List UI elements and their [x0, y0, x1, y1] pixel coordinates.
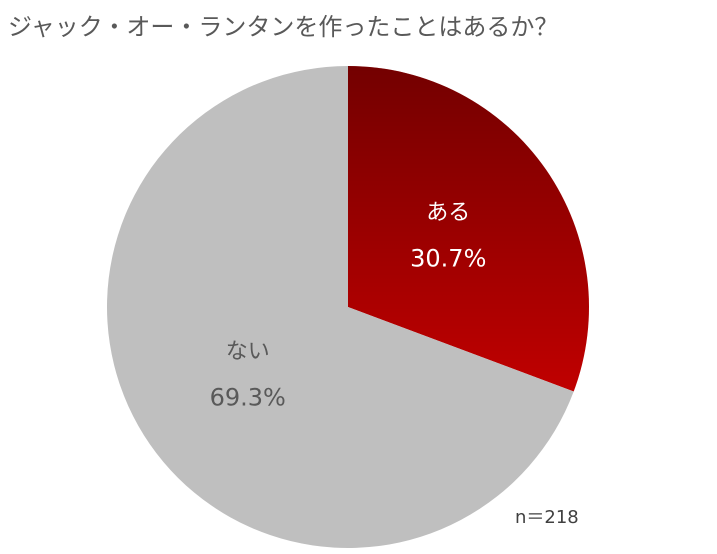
pie-slice — [107, 66, 574, 548]
chart-title: ジャック・オー・ランタンを作ったことはあるか？ — [8, 13, 558, 41]
value-label: 30.7% — [410, 244, 486, 272]
slice-label: ない — [226, 340, 270, 365]
slice-label: ある — [426, 200, 470, 225]
value-label: 69.3% — [210, 384, 286, 412]
sample-note: n＝218 — [515, 507, 579, 528]
slice-shade — [348, 66, 589, 392]
